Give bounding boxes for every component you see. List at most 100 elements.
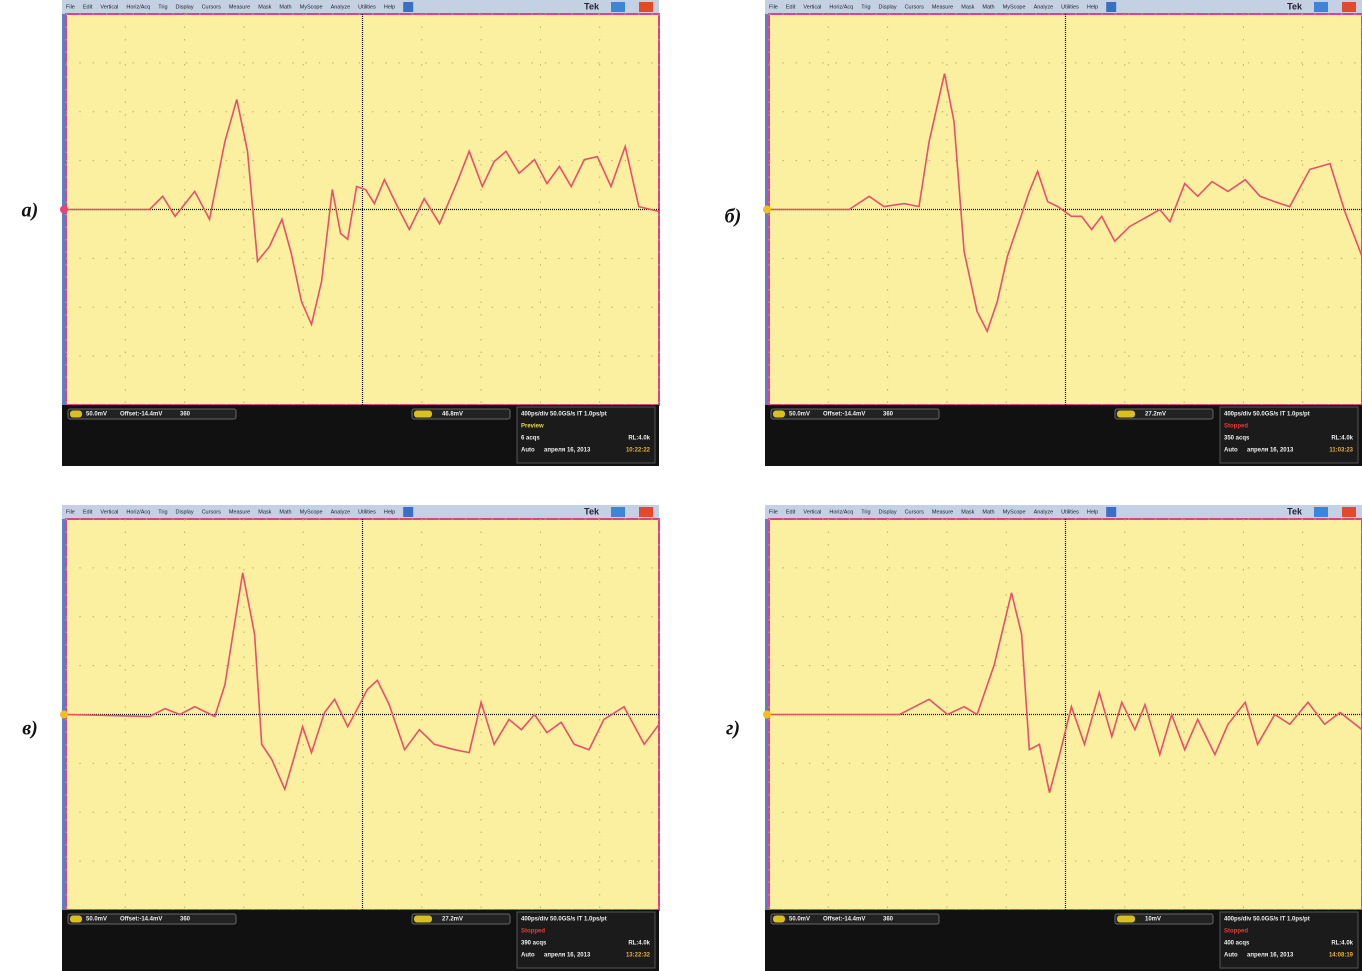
minimize-button[interactable] <box>1314 507 1328 517</box>
channel-scale: 50.0mV <box>86 412 107 418</box>
trigger-level: 27.2mV <box>442 917 463 923</box>
menu-item[interactable]: Math <box>279 509 291 515</box>
menu-item[interactable]: Measure <box>932 4 953 10</box>
channel-bandwidth: 360 <box>883 917 894 923</box>
menu-item[interactable]: Display <box>176 4 194 10</box>
screenshot-figure: а)FileEditVerticalHoriz/AcqTrigDisplayCu… <box>0 0 1362 971</box>
channel-badge <box>773 916 785 923</box>
channel-offset: Offset:-14.4mV <box>120 917 162 923</box>
close-button[interactable] <box>639 2 653 12</box>
menu-item[interactable]: Horiz/Acq <box>829 4 853 10</box>
menu-icon[interactable] <box>1106 507 1116 517</box>
menu-item[interactable]: Utilities <box>358 509 376 515</box>
record-length: RL:4.0k <box>628 436 650 442</box>
menu-item[interactable]: File <box>66 4 75 10</box>
timebase: 400ps/div 50.0GS/s IT 1.0ps/pt <box>1224 917 1310 923</box>
menu-item[interactable]: File <box>769 509 778 515</box>
menu-item[interactable]: Help <box>384 4 395 10</box>
menu-item[interactable]: Vertical <box>803 509 821 515</box>
trigger-level: 46.8mV <box>442 412 463 418</box>
brand: Tek <box>1287 506 1303 516</box>
trigger-mode: Auto <box>1224 953 1238 959</box>
record-length: RL:4.0k <box>1331 436 1353 442</box>
menu-item[interactable]: Analyze <box>1034 509 1054 515</box>
menu-icon[interactable] <box>403 507 413 517</box>
close-button[interactable] <box>639 507 653 517</box>
menu-item[interactable]: Cursors <box>202 4 222 10</box>
menu-item[interactable]: Horiz/Acq <box>126 509 150 515</box>
menu-item[interactable]: Measure <box>932 509 953 515</box>
trigger-level: 10mV <box>1145 917 1161 923</box>
menu-item[interactable]: Display <box>176 509 194 515</box>
time: 13:22:32 <box>626 953 651 959</box>
menu-item[interactable]: Vertical <box>100 509 118 515</box>
menu-icon[interactable] <box>403 2 413 12</box>
panel-label: в) <box>22 718 38 740</box>
menu-item[interactable]: Analyze <box>331 4 351 10</box>
trigger-badge <box>414 411 432 418</box>
menu-item[interactable]: Mask <box>258 4 271 10</box>
menu-item[interactable]: Trig <box>158 4 167 10</box>
menu-item[interactable]: Utilities <box>358 4 376 10</box>
channel-badge <box>773 411 785 418</box>
menu-item[interactable]: Horiz/Acq <box>829 509 853 515</box>
menu-item[interactable]: Help <box>1087 509 1098 515</box>
channel-scale: 50.0mV <box>789 917 810 923</box>
menu-item[interactable]: Edit <box>83 4 93 10</box>
menu-item[interactable]: Mask <box>961 509 974 515</box>
oscilloscope-window: File Edit Vertical Horiz/Acq Trig Display Curs… <box>763 0 1362 466</box>
acq-count: 390 acqs <box>521 941 547 947</box>
close-button[interactable] <box>1342 507 1356 517</box>
menu-item[interactable]: MyScope <box>300 509 323 515</box>
time: 10:22:22 <box>626 448 651 454</box>
menu-item[interactable]: Help <box>384 509 395 515</box>
menu-item[interactable]: Vertical <box>803 4 821 10</box>
menu-item[interactable]: Cursors <box>202 509 222 515</box>
menu-item[interactable]: MyScope <box>300 4 323 10</box>
channel-scale: 50.0mV <box>789 412 810 418</box>
menu-item[interactable]: Math <box>982 509 994 515</box>
menu-item[interactable]: Trig <box>158 509 167 515</box>
menu-item[interactable]: Cursors <box>905 509 925 515</box>
channel-offset: Offset:-14.4mV <box>823 917 865 923</box>
minimize-button[interactable] <box>1314 2 1328 12</box>
menu-item[interactable]: File <box>66 509 75 515</box>
timebase: 400ps/div 50.0GS/s IT 1.0ps/pt <box>521 412 607 418</box>
menu-item[interactable]: Horiz/Acq <box>126 4 150 10</box>
menu-item[interactable]: Display <box>879 4 897 10</box>
close-button[interactable] <box>1342 2 1356 12</box>
channel-offset: Offset:-14.4mV <box>120 412 162 418</box>
menu-item[interactable]: MyScope <box>1003 509 1026 515</box>
minimize-button[interactable] <box>611 2 625 12</box>
panel-label: б) <box>725 206 742 228</box>
menu-item[interactable]: Math <box>982 4 994 10</box>
menu-item[interactable]: Measure <box>229 509 250 515</box>
brand: Tek <box>584 1 600 11</box>
menu-item[interactable]: Cursors <box>905 4 925 10</box>
menu-item[interactable]: MyScope <box>1003 4 1026 10</box>
menu-item[interactable]: Mask <box>258 509 271 515</box>
minimize-button[interactable] <box>611 507 625 517</box>
menu-item[interactable]: Trig <box>861 4 870 10</box>
date: апреля 16, 2013 <box>544 448 591 454</box>
menu-item[interactable]: Measure <box>229 4 250 10</box>
menu-item[interactable]: Edit <box>786 509 796 515</box>
menu-item[interactable]: File <box>769 4 778 10</box>
menu-item[interactable]: Analyze <box>331 509 351 515</box>
menu-item[interactable]: Utilities <box>1061 4 1079 10</box>
menu-item[interactable]: Utilities <box>1061 509 1079 515</box>
menu-item[interactable]: Help <box>1087 4 1098 10</box>
oscilloscope-window: File Edit Vertical Horiz/Acq Trig Display Curs… <box>763 505 1362 971</box>
acq-state: Stopped <box>1224 424 1248 430</box>
menu-item[interactable]: Display <box>879 509 897 515</box>
menu-item[interactable]: Edit <box>83 509 93 515</box>
menu-item[interactable]: Math <box>279 4 291 10</box>
menu-item[interactable]: Edit <box>786 4 796 10</box>
menu-item[interactable]: Analyze <box>1034 4 1054 10</box>
menu-item[interactable]: Mask <box>961 4 974 10</box>
channel-offset: Offset:-14.4mV <box>823 412 865 418</box>
menu-item[interactable]: Vertical <box>100 4 118 10</box>
menu-icon[interactable] <box>1106 2 1116 12</box>
time: 11:03:23 <box>1329 448 1353 454</box>
menu-item[interactable]: Trig <box>861 509 870 515</box>
